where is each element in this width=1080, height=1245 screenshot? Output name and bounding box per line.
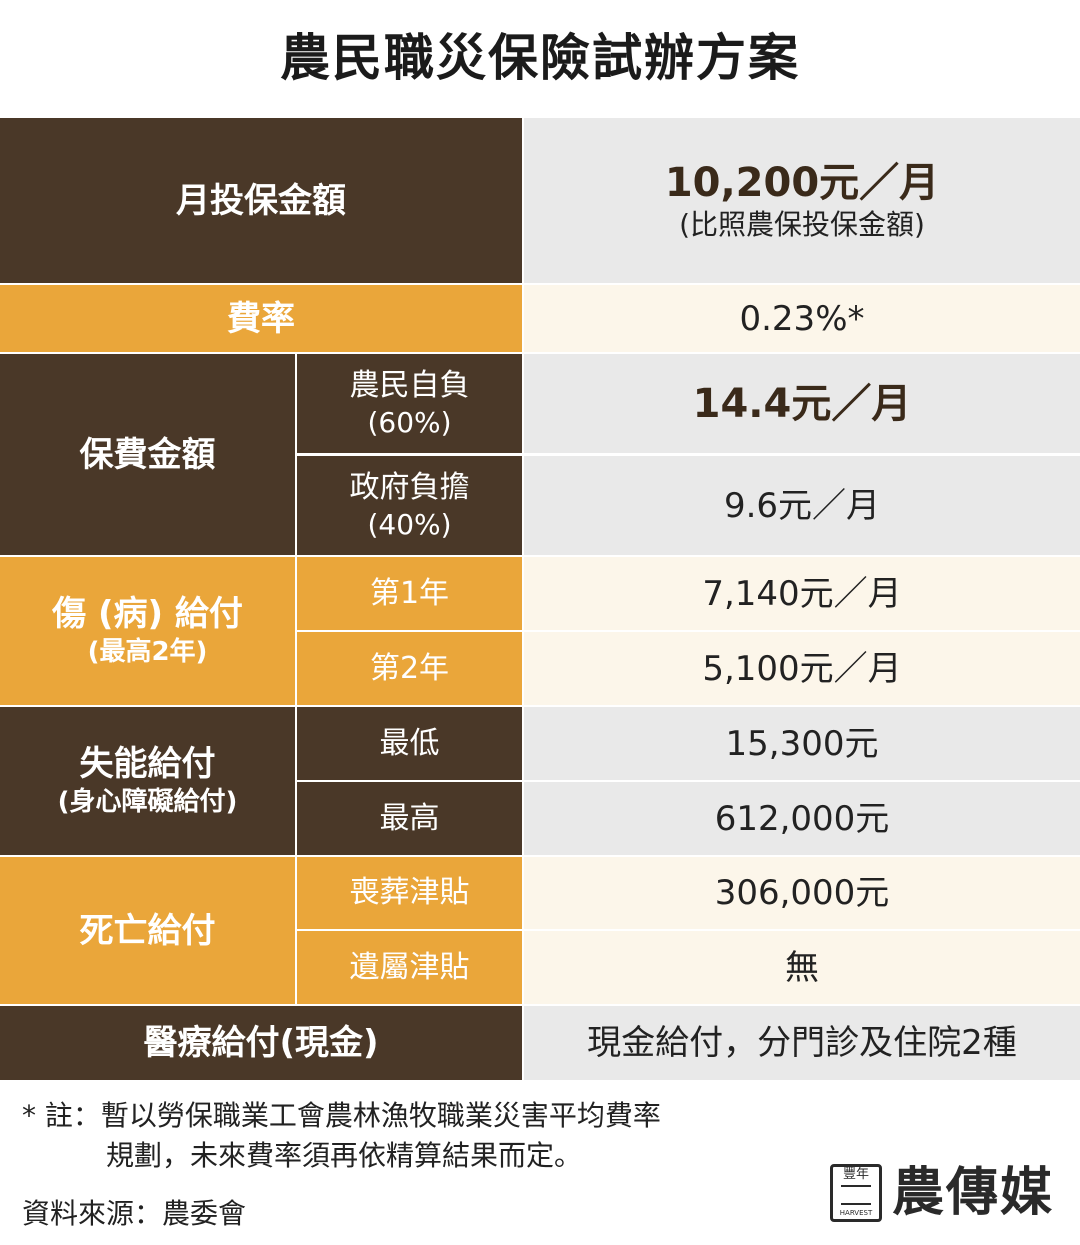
death-funeral-label-cell: 喪葬津貼 xyxy=(297,857,522,929)
death-label-cell: 死亡給付 xyxy=(0,857,295,1004)
page-title: 農民職災保險試辦方案 xyxy=(280,29,800,87)
death-survivor-value: 無 xyxy=(785,947,819,988)
injury-year2-value-cell: 5,100元／月 xyxy=(524,632,1080,705)
source-note: 資料來源：農委會 xyxy=(22,1197,247,1230)
insured-amount-value-cell: 10,200元／月 (比照農保投保金額) xyxy=(524,118,1080,283)
injury-year1-value-cell: 7,140元／月 xyxy=(524,557,1080,630)
injury-year2-label-cell: 第2年 xyxy=(297,632,522,705)
injury-year1-label-cell: 第1年 xyxy=(297,557,522,630)
disability-min-label-cell: 最低 xyxy=(297,707,522,780)
rate-value: 0.23%* xyxy=(739,298,865,339)
premium-government-value-cell: 9.6元／月 xyxy=(524,456,1080,555)
rate-label: 費率 xyxy=(227,298,295,339)
injury-sub: (最高2年) xyxy=(87,637,208,667)
injury-label-cell: 傷 (病) 給付 (最高2年) xyxy=(0,557,295,705)
brand-name: 農傳媒 xyxy=(892,1162,1055,1223)
footnote-line-1: * 註：暫以勞保職業工會農林漁牧職業災害平均費率 xyxy=(22,1099,661,1132)
disability-min-value-cell: 15,300元 xyxy=(524,707,1080,780)
rate-label-cell: 費率 xyxy=(0,285,522,352)
emblem-top-text: 豐年 xyxy=(842,1167,869,1182)
premium-farmer-value-cell: 14.4元／月 xyxy=(524,354,1080,453)
death-survivor-label-cell: 遺屬津貼 xyxy=(297,931,522,1004)
insured-amount-value: 10,200元／月 xyxy=(664,159,940,206)
brand-logo: 豐年 HARVEST 農傳媒 xyxy=(826,1160,1066,1226)
premium-farmer-value: 14.4元／月 xyxy=(692,380,912,427)
insured-amount-note: (比照農保投保金額) xyxy=(679,207,925,241)
disability-min-value: 15,300元 xyxy=(725,723,879,764)
rate-value-cell: 0.23%* xyxy=(524,285,1080,352)
insured-amount-label-cell: 月投保金額 xyxy=(0,118,522,283)
premium-farmer-label: 農民自負 xyxy=(349,367,470,403)
premium-farmer-sub: (60%) xyxy=(367,405,452,439)
premium-government-sub: (40%) xyxy=(367,507,452,541)
medical-value: 現金給付，分門診及住院2種 xyxy=(587,1023,1017,1063)
death-funeral-label: 喪葬津貼 xyxy=(349,875,470,910)
disability-label: 失能給付 xyxy=(79,744,216,784)
death-survivor-label: 遺屬津貼 xyxy=(349,949,470,985)
death-survivor-value-cell: 無 xyxy=(524,931,1080,1004)
injury-label: 傷 (病) 給付 xyxy=(52,594,243,634)
premium-label-cell: 保費金額 xyxy=(0,354,295,555)
disability-min-label: 最低 xyxy=(379,725,440,761)
medical-label-cell: 醫療給付(現金) xyxy=(0,1006,522,1080)
disability-max-value-cell: 612,000元 xyxy=(524,782,1080,855)
emblem-bottom-text: HARVEST xyxy=(839,1209,873,1217)
disability-label-cell: 失能給付 (身心障礙給付) xyxy=(0,707,295,855)
emblem-rule xyxy=(841,1185,871,1205)
injury-year2-value: 5,100元／月 xyxy=(702,648,902,689)
disability-max-label: 最高 xyxy=(379,800,440,836)
premium-label: 保費金額 xyxy=(79,434,216,475)
premium-government-label: 政府負擔 xyxy=(349,469,470,505)
injury-year1-label: 第1年 xyxy=(369,575,450,611)
insured-amount-label: 月投保金額 xyxy=(176,180,346,221)
harvest-emblem-icon: 豐年 HARVEST xyxy=(830,1164,882,1222)
disability-sub: (身心障礙給付) xyxy=(57,787,238,817)
injury-year2-label: 第2年 xyxy=(369,650,450,686)
footnote-line-2: 規劃，未來費率須再依精算結果而定。 xyxy=(106,1139,583,1172)
medical-value-cell: 現金給付，分門診及住院2種 xyxy=(524,1006,1080,1080)
premium-government-label-cell: 政府負擔 (40%) xyxy=(297,456,522,555)
disability-max-label-cell: 最高 xyxy=(297,782,522,855)
premium-farmer-label-cell: 農民自負 (60%) xyxy=(297,354,522,453)
death-label: 死亡給付 xyxy=(79,910,216,951)
death-funeral-value-cell: 306,000元 xyxy=(524,857,1080,929)
medical-label: 醫療給付(現金) xyxy=(143,1023,379,1063)
death-funeral-value: 306,000元 xyxy=(714,873,890,913)
injury-year1-value: 7,140元／月 xyxy=(702,573,902,614)
premium-government-value: 9.6元／月 xyxy=(723,485,881,526)
disability-max-value: 612,000元 xyxy=(714,798,890,839)
